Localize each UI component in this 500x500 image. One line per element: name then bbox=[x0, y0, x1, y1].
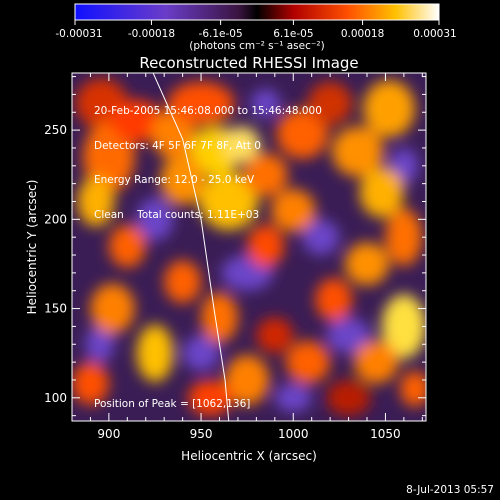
annotation-detectors: Detectors: 4F 5F 6F 7F 8F, Att 0 bbox=[94, 139, 261, 152]
solar-limb-curve bbox=[152, 73, 230, 421]
emission-region bbox=[164, 260, 202, 304]
emission-region bbox=[110, 99, 163, 143]
annotation-time-range: 20-Feb-2005 15:46:08.000 to 15:46:48.000 bbox=[94, 105, 322, 117]
colorbar-tick-label: -0.00018 bbox=[128, 28, 175, 40]
emission-region bbox=[160, 155, 205, 206]
peak-position-label: Position of Peak = [1062,136] bbox=[94, 398, 250, 410]
emission-region bbox=[256, 317, 294, 354]
negative-region bbox=[250, 89, 281, 118]
emission-region bbox=[285, 340, 331, 384]
emission-region bbox=[72, 362, 109, 405]
emission-region bbox=[326, 379, 371, 416]
x-tick-label: 900 bbox=[97, 427, 120, 441]
colorbar-tick-label: 6.1e-05 bbox=[273, 28, 313, 40]
emission-region bbox=[167, 81, 235, 125]
x-axis: 900 950 1000 1050 bbox=[89, 73, 423, 441]
emission-region bbox=[354, 340, 399, 384]
colorbar-tick-label: -6.1e-05 bbox=[199, 28, 243, 40]
colorbar bbox=[74, 3, 440, 21]
observation-annotations: 20-Feb-2005 15:46:08.000 to 15:46:48.000… bbox=[94, 83, 322, 233]
emission-region bbox=[90, 283, 135, 334]
colorbar-tick-label: 0.00018 bbox=[341, 28, 384, 40]
image-area bbox=[72, 73, 426, 421]
emission-region bbox=[136, 324, 174, 382]
y-tick-label: 100 bbox=[44, 391, 67, 405]
emission-region bbox=[247, 224, 285, 268]
x-axis-label: Heliocentric X (arcsec) bbox=[181, 449, 317, 463]
footer-date: 8-Jul-2013 05:57 bbox=[406, 484, 494, 496]
y-axis-label: Heliocentric Y (arcsec) bbox=[25, 180, 39, 315]
emission-region bbox=[400, 371, 426, 407]
annotation-counts: Clean Total counts: 1.11E+03 bbox=[94, 208, 260, 221]
annotation-energy-range: Energy Range: 12.0 - 25.0 keV bbox=[94, 174, 255, 186]
y-tick-label: 150 bbox=[44, 302, 67, 316]
colorbar-tick-label: 0.00031 bbox=[413, 28, 456, 40]
emission-region bbox=[385, 208, 423, 266]
negative-region bbox=[302, 219, 340, 256]
emission-region bbox=[271, 189, 316, 232]
y-axis: 100 150 200 250 bbox=[44, 76, 426, 417]
emission-region bbox=[201, 292, 238, 343]
x-tick-label: 1000 bbox=[278, 427, 309, 441]
plot-frame bbox=[71, 72, 427, 422]
emission-region bbox=[225, 354, 270, 405]
emission-region bbox=[276, 108, 329, 159]
colorbar-unit: (photons cm⁻² s⁻¹ asec⁻²) bbox=[189, 40, 324, 52]
emission-region bbox=[223, 126, 261, 163]
negative-region bbox=[326, 317, 371, 354]
chart-title: Reconstructed RHESSI Image bbox=[139, 54, 358, 72]
emission-region bbox=[363, 80, 415, 138]
emission-region bbox=[344, 242, 390, 286]
negative-region bbox=[136, 197, 174, 241]
emission-region bbox=[315, 278, 353, 322]
emission-region bbox=[359, 167, 404, 218]
negative-region bbox=[274, 383, 312, 413]
negative-region bbox=[182, 335, 220, 372]
emission-region bbox=[331, 126, 384, 177]
colorbar-ticks: -0.00031 -0.00018 -6.1e-05 6.1e-05 0.00018 0.… bbox=[55, 20, 457, 40]
negative-region bbox=[84, 326, 115, 363]
emission-region bbox=[199, 172, 259, 231]
x-tick-label: 950 bbox=[190, 427, 213, 441]
emission-region bbox=[108, 224, 146, 268]
emission-region bbox=[83, 121, 135, 193]
emission-region bbox=[381, 294, 426, 359]
emission-region bbox=[77, 176, 115, 227]
colorbar-tick-label: -0.00031 bbox=[55, 28, 102, 40]
y-tick-label: 250 bbox=[44, 123, 67, 137]
emission-region bbox=[243, 153, 288, 197]
emission-region bbox=[308, 81, 353, 125]
x-tick-label: 1050 bbox=[370, 427, 401, 441]
y-tick-label: 200 bbox=[44, 212, 67, 226]
emission-region bbox=[188, 379, 233, 416]
